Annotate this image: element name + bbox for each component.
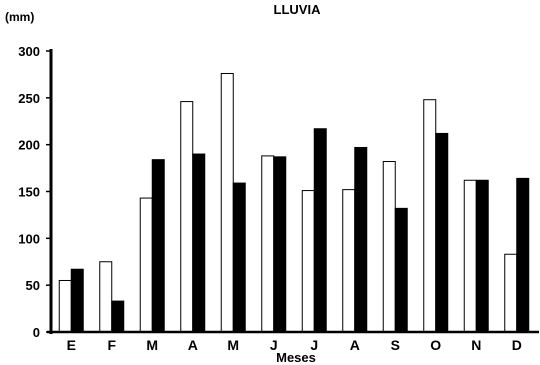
bar-white-2 (139, 197, 153, 333)
bar-black-1 (111, 300, 125, 333)
x-tick-label: S (391, 337, 400, 353)
y-tick-label: 100 (18, 231, 40, 246)
ticks-layer: E F M A M J J A S O N D 0 50 100 150 200 250 300 (18, 44, 522, 353)
bars-layer (58, 72, 530, 333)
bar-black-5 (273, 156, 287, 333)
y-tick-label: 250 (18, 91, 40, 106)
x-tick-label: A (188, 337, 198, 353)
bar-black-10 (475, 179, 489, 333)
x-tick-label: J (310, 337, 318, 353)
x-tick-label: M (146, 337, 158, 353)
y-tick-label: 200 (18, 138, 40, 153)
x-axis-label: Meses (276, 350, 316, 365)
y-tick-label: 50 (26, 278, 40, 293)
x-tick-label: O (430, 337, 441, 353)
x-tick-label: E (67, 337, 76, 353)
y-tick-label: 0 (33, 325, 40, 340)
bar-black-8 (394, 207, 408, 333)
x-tick-label: D (512, 337, 522, 353)
bar-black-6 (313, 128, 327, 333)
x-tick-label: M (227, 337, 239, 353)
x-tick-label: A (350, 337, 360, 353)
bar-black-0 (70, 268, 84, 333)
bar-white-6 (301, 190, 315, 333)
bar-black-11 (516, 177, 530, 333)
bar-black-3 (192, 153, 206, 333)
bar-black-9 (435, 132, 449, 333)
x-tick-label: J (270, 337, 278, 353)
axes-layer (46, 49, 539, 334)
bar-white-3 (180, 101, 194, 333)
bar-white-9 (423, 99, 437, 333)
y-tick-label: 300 (18, 44, 40, 59)
y-tick-label: 150 (18, 185, 40, 200)
bar-white-11 (504, 253, 518, 333)
bar-white-0 (58, 279, 72, 333)
bar-white-4 (220, 72, 234, 333)
y-axis-label: (mm) (5, 10, 34, 24)
bar-white-7 (342, 189, 356, 333)
bar-white-1 (99, 261, 113, 333)
bar-black-2 (151, 159, 165, 333)
x-tick-label: F (107, 337, 116, 353)
x-tick-label: N (471, 337, 481, 353)
chart-title: LLUVIA (274, 2, 322, 17)
bar-black-7 (354, 146, 368, 333)
bar-white-5 (261, 155, 275, 333)
bar-white-10 (463, 179, 477, 333)
bar-white-8 (382, 161, 396, 333)
bar-black-4 (232, 182, 246, 333)
